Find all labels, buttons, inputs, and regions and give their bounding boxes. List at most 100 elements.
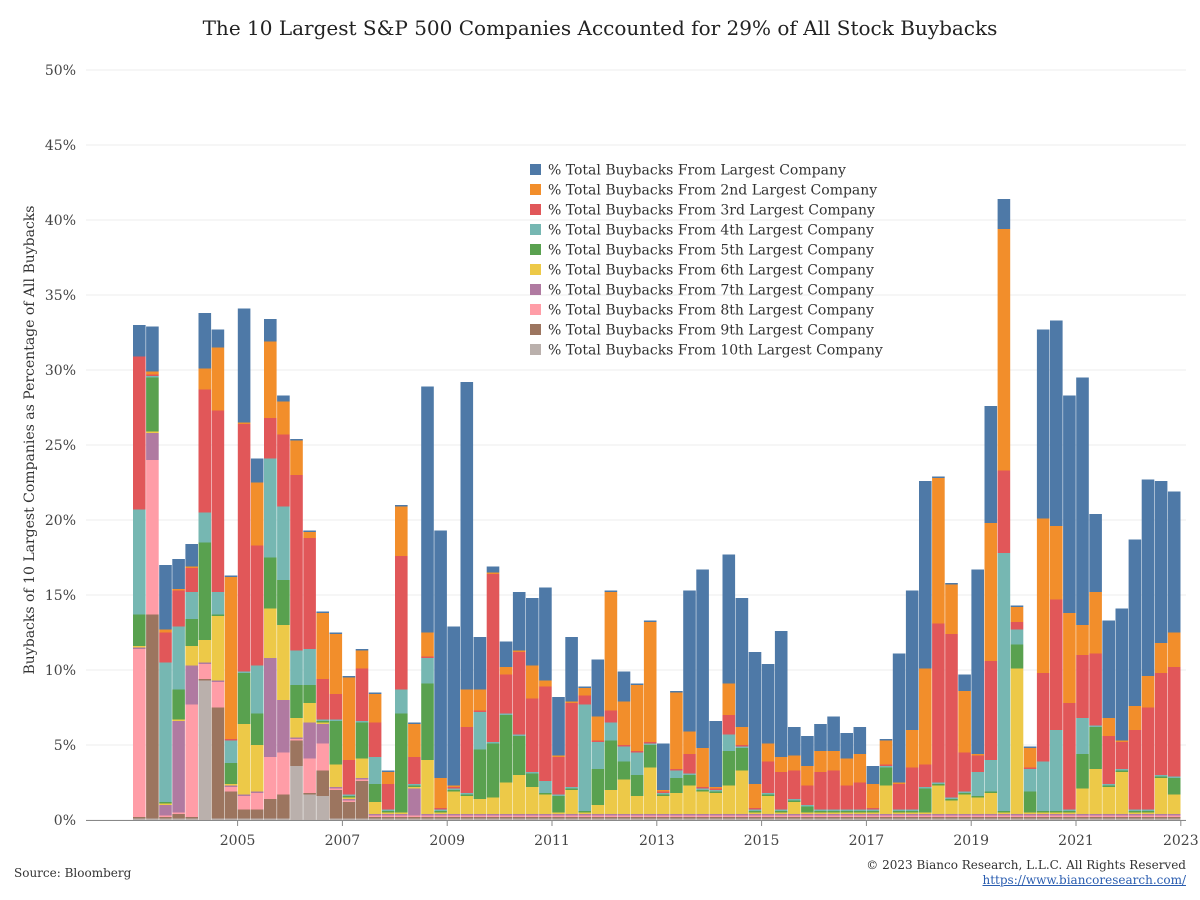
- y-tick-label: 25%: [45, 438, 76, 454]
- bar-segment: [342, 799, 356, 801]
- bar-segment: [1141, 814, 1155, 816]
- bar-segment: [1050, 526, 1063, 600]
- bar-segment: [133, 646, 146, 648]
- bar-segment: [578, 814, 591, 816]
- bar-segment: [237, 794, 251, 796]
- bar-segment: [578, 815, 591, 817]
- bar-segment: [512, 815, 526, 817]
- bar-segment: [408, 784, 421, 786]
- bar-segment: [512, 775, 526, 814]
- bar-segment: [1115, 817, 1129, 819]
- bar-segment: [486, 572, 500, 574]
- bar-segment: [408, 785, 421, 787]
- bar-segment: [342, 760, 356, 795]
- bar-segment: [1102, 736, 1115, 784]
- legend-swatch: [530, 264, 541, 275]
- bar-segment: [395, 817, 408, 819]
- bar-segment: [512, 818, 526, 820]
- bar-segment: [512, 650, 526, 652]
- bar-segment: [761, 794, 775, 796]
- bar-segment: [578, 686, 591, 688]
- bar-segment: [408, 757, 421, 784]
- bar-segment: [840, 812, 853, 814]
- bar-segment: [499, 667, 513, 675]
- bar-segment: [499, 818, 513, 820]
- y-tick-label: 30%: [45, 363, 76, 379]
- bar-segment: [277, 752, 290, 795]
- bar-stack: [1023, 746, 1037, 820]
- bar-segment: [172, 689, 185, 720]
- source-note: Source: Bloomberg: [14, 866, 132, 880]
- bar-segment: [905, 818, 919, 820]
- bar-stack: [381, 770, 395, 820]
- bar-segment: [958, 794, 971, 814]
- bar-segment: [198, 679, 212, 681]
- bar-segment: [224, 784, 238, 786]
- bar-segment: [984, 523, 998, 661]
- bar-segment: [316, 679, 329, 720]
- bar-segment: [1023, 818, 1037, 820]
- bar-segment: [211, 347, 225, 411]
- bar-stack: [774, 631, 788, 820]
- bar-segment: [329, 818, 343, 820]
- bar-segment: [552, 796, 565, 813]
- bar-segment: [801, 815, 814, 817]
- bar-stack: [499, 641, 513, 820]
- bar-segment: [237, 818, 251, 820]
- bar-stack: [303, 530, 316, 820]
- bar-segment: [657, 814, 670, 816]
- legend-swatch: [530, 204, 541, 215]
- bar-segment: [486, 742, 500, 744]
- bar-segment: [211, 614, 225, 616]
- bar-segment: [683, 590, 696, 732]
- bar-segment: [748, 815, 762, 817]
- bar-segment: [932, 815, 945, 817]
- bar-segment: [237, 424, 251, 672]
- bar-stack: [460, 382, 474, 820]
- bar-segment: [1076, 815, 1089, 817]
- bar-segment: [1063, 814, 1076, 816]
- bar-segment: [146, 433, 159, 460]
- bar-segment: [735, 818, 749, 820]
- bar-segment: [617, 761, 631, 780]
- bar-segment: [486, 574, 500, 742]
- bar-segment: [1036, 811, 1050, 813]
- bar-segment: [1089, 727, 1102, 769]
- bar-segment: [1141, 811, 1155, 813]
- bar-segment: [1102, 815, 1115, 817]
- bar-segment: [290, 685, 303, 718]
- y-tick-label: 0%: [54, 813, 76, 829]
- bar-segment: [709, 790, 722, 792]
- bar-segment: [486, 814, 500, 816]
- bar-segment: [984, 815, 998, 817]
- bar-segment: [539, 817, 552, 819]
- bar-segment: [827, 811, 840, 813]
- bar-stack: [1010, 605, 1024, 820]
- bar-segment: [512, 592, 526, 651]
- bar-stack: [1089, 514, 1102, 820]
- bar-segment: [264, 818, 277, 820]
- bar-segment: [1050, 815, 1063, 817]
- legend-label: % Total Buybacks From 5th Largest Compan…: [548, 243, 874, 259]
- legend-swatch: [530, 224, 541, 235]
- bar-stack: [892, 653, 906, 820]
- bar-segment: [250, 713, 264, 745]
- bar-segment: [316, 613, 329, 679]
- bar-segment: [159, 629, 172, 633]
- bar-segment: [945, 797, 958, 799]
- bar-segment: [774, 818, 788, 820]
- bar-segment: [761, 664, 775, 744]
- bar-segment: [539, 686, 552, 781]
- bar-segment: [709, 815, 722, 817]
- y-tick-label: 40%: [45, 213, 76, 229]
- bar-stack: [552, 697, 565, 820]
- bar-segment: [1010, 817, 1024, 819]
- source-url-link[interactable]: https://www.biancoresearch.com/: [982, 873, 1186, 887]
- bar-segment: [486, 797, 500, 814]
- bar-segment: [722, 814, 736, 816]
- bar-segment: [329, 764, 343, 787]
- bar-stack: [617, 671, 631, 820]
- bar-segment: [774, 814, 788, 816]
- bar-stack: [264, 319, 277, 820]
- bar-segment: [643, 818, 657, 820]
